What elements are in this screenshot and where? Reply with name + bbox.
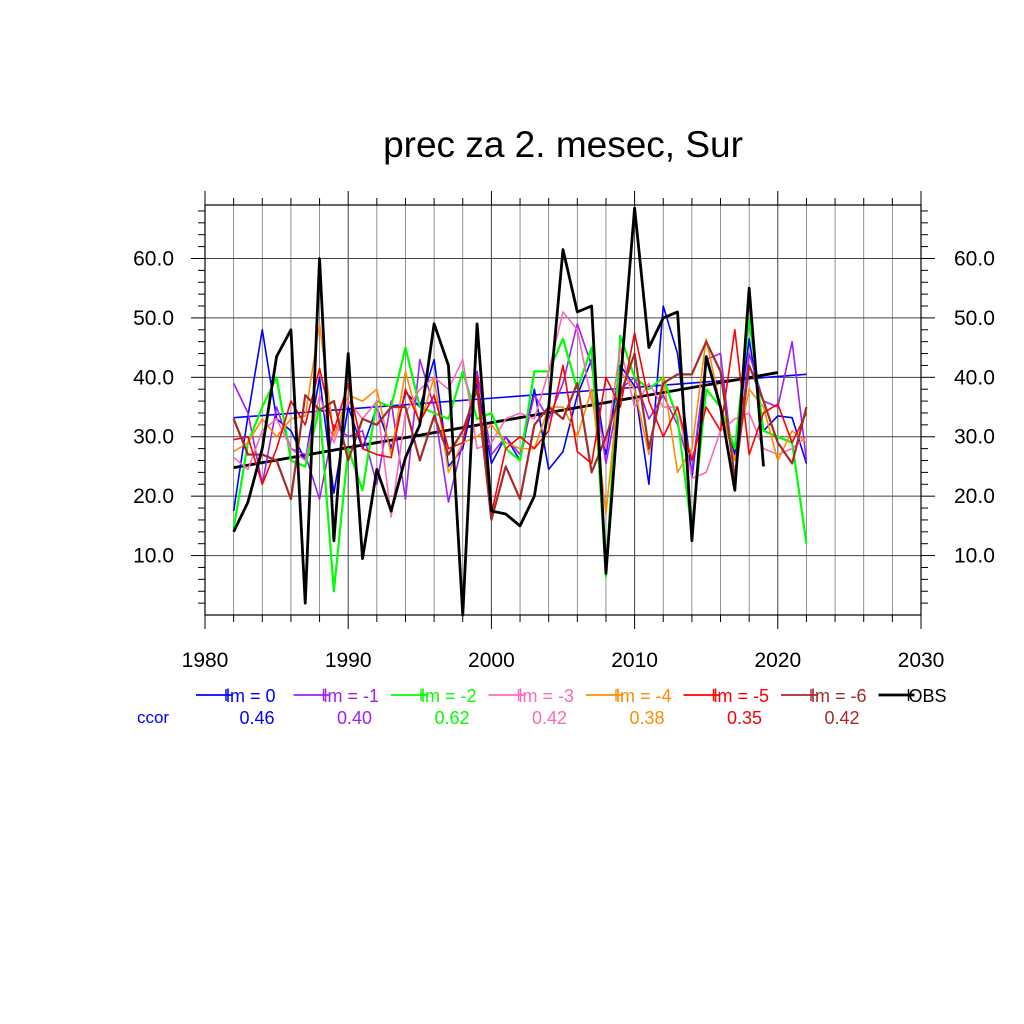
series-line-obs [232,206,765,617]
series-line-lm-4 [233,323,807,515]
legend-label-lm-4: lm = -4 [616,686,672,706]
chart-title: prec za 2. mesec, Sur [383,124,743,165]
series-lines [232,206,808,617]
legend-label-lm-0: lm = 0 [226,686,276,706]
y-tick-label-left: 20.0 [133,485,174,508]
y-tick-label-left: 10.0 [133,545,174,568]
legend-ccor-lm-4: 0.38 [629,708,664,728]
legend-ccor-lm-3: 0.42 [532,708,567,728]
legend: ccor lm = 00.46 lm = -10.40 lm = -20.62 lm … [137,686,947,728]
series-line-lm-5 [233,328,808,515]
legend-label-lm-5: lm = -5 [714,686,770,706]
series-line-lm-6 [232,340,808,522]
y-tick-label-right: 10.0 [954,545,995,568]
y-tick-label-right: 40.0 [954,366,995,389]
legend-ccor-lm-1: 0.40 [337,708,372,728]
x-tick-label: 2020 [754,649,801,672]
legend-ccor-lm-6: 0.42 [824,708,859,728]
ccor-label: ccor [137,708,169,727]
grid [205,205,921,615]
axis-ticks [191,191,935,629]
legend-label-lm-2: lm = -2 [421,686,477,706]
y-tick-label-left: 50.0 [133,307,174,330]
legend-ccor-lm-0: 0.46 [239,708,274,728]
y-tick-label-right: 30.0 [954,426,995,449]
x-tick-label: 2010 [611,649,658,672]
axis-tick-labels: 1980 1990 2000 2010 2020 2030 10.0 10.0 20.0 20.0… [133,247,995,672]
y-tick-label-right: 60.0 [954,247,995,270]
y-tick-label-right: 50.0 [954,307,995,330]
legend-label-obs: OBS [909,686,947,706]
legend-ccor-lm-2: 0.62 [434,708,469,728]
y-tick-label-left: 60.0 [133,247,174,270]
x-tick-label: 2030 [898,649,945,672]
series-line-lm-2 [232,316,808,593]
x-tick-label: 1990 [325,649,372,672]
y-tick-label-right: 20.0 [954,485,995,508]
legend-ccor-lm-5: 0.35 [727,708,762,728]
plot-frame [204,204,922,616]
legend-label-lm-6: lm = -6 [811,686,867,706]
y-tick-label-left: 30.0 [133,426,174,449]
x-tick-label: 2000 [468,649,515,672]
x-tick-label: 1980 [182,649,229,672]
legend-label-lm-3: lm = -3 [519,686,575,706]
y-tick-label-left: 40.0 [133,366,174,389]
legend-label-lm-1: lm = -1 [324,686,380,706]
